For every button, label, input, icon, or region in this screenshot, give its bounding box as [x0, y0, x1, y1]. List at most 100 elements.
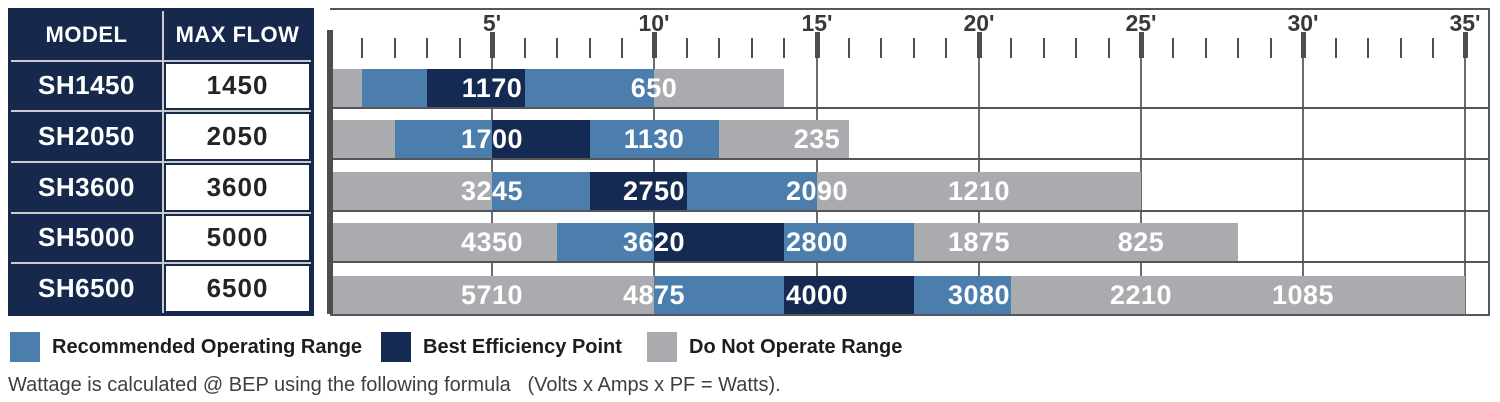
x-axis-minor-tick: [1010, 38, 1012, 58]
flow-value-label: 650: [630, 73, 678, 103]
x-axis-minor-tick: [751, 38, 753, 58]
table-model-cell: SH3600: [11, 163, 162, 212]
flow-value-label: 4875: [622, 280, 686, 310]
recommended-segment: [525, 69, 654, 107]
table-max-flow-cell: 3600: [164, 163, 311, 212]
x-axis-minor-tick: [1108, 38, 1110, 58]
flow-value-label: 1085: [1271, 280, 1335, 310]
table-model-cell: SH1450: [11, 61, 162, 111]
x-axis-minor-tick: [524, 38, 526, 58]
bar-row-sh1450: 1170 650: [330, 58, 1488, 109]
x-axis-major-tick: [490, 32, 495, 58]
x-axis-minor-tick: [945, 38, 947, 58]
x-axis-minor-tick: [1367, 38, 1369, 58]
x-axis-minor-tick: [589, 38, 591, 58]
legend-label: Recommended Operating Range: [52, 335, 363, 358]
x-axis-tick-label: 20': [963, 10, 995, 36]
do-not-operate-segment: [719, 120, 849, 158]
x-axis-tick-label: 5': [482, 10, 502, 36]
chart-plot-area: 1170 650 1700 1130 235 3245 2750 2090 1210 4350 36…: [330, 58, 1488, 314]
recommended-segment: [654, 276, 784, 314]
flow-value-label: 1875: [947, 227, 1011, 257]
gridline: [1302, 58, 1304, 314]
best-efficiency-segment: [427, 69, 525, 107]
x-axis-minor-tick: [556, 38, 558, 58]
table-model-cell: SH6500: [11, 264, 162, 313]
x-axis-minor-tick: [459, 38, 461, 58]
x-axis-major-tick: [1139, 32, 1144, 58]
flow-value-label: 2090: [785, 176, 849, 206]
table-model-cell: SH5000: [11, 213, 162, 263]
x-axis-minor-tick: [1075, 38, 1077, 58]
do-not-operate-segment: [330, 276, 654, 314]
best-efficiency-segment: [492, 120, 590, 158]
flow-value-label: 1210: [947, 176, 1011, 206]
legend: Recommended Operating Range Best Efficien…: [0, 331, 1500, 363]
best-efficiency-segment: [784, 276, 914, 314]
table-max-flow-cell: 2050: [164, 112, 311, 161]
x-axis-minor-tick: [686, 38, 688, 58]
bar-row-sh3600: 3245 2750 2090 1210: [330, 160, 1488, 212]
best-efficiency-segment: [654, 223, 784, 261]
recommended-segment: [914, 276, 1011, 314]
recommended-segment: [687, 172, 817, 210]
x-axis-ruler: 5' 10' 15' 20' 25' 30' 35': [330, 10, 1488, 58]
footer-note: Wattage is calculated @ BEP using the fo…: [8, 374, 781, 396]
legend-item-do-not-operate: Do Not Operate Range: [647, 331, 902, 363]
y-axis-line: [327, 30, 333, 314]
x-axis-minor-tick: [1205, 38, 1207, 58]
table-model-cell: SH2050: [11, 112, 162, 161]
do-not-operate-segment: [330, 172, 492, 210]
legend-swatch-best-efficiency: [381, 332, 411, 362]
x-axis-minor-tick: [1432, 38, 1434, 58]
legend-label: Do Not Operate Range: [689, 335, 903, 358]
flow-value-label: 3620: [622, 227, 686, 257]
x-axis-minor-tick: [1237, 38, 1239, 58]
x-axis-minor-tick: [621, 38, 623, 58]
do-not-operate-segment: [330, 69, 362, 107]
do-not-operate-segment: [914, 223, 1238, 261]
bar-row-sh6500: 5710 4875 4000 3080 2210 1085: [330, 263, 1488, 314]
flow-value-label: 5710: [460, 280, 524, 310]
x-axis-tick-label: 30': [1287, 10, 1319, 36]
recommended-segment: [590, 120, 719, 158]
model-table: MODEL MAX FLOW SH1450 1450 SH2050 2050 SH360…: [8, 8, 314, 316]
table-header-model: MODEL: [11, 11, 162, 60]
flow-value-label: 2750: [622, 176, 686, 206]
best-efficiency-segment: [590, 172, 687, 210]
do-not-operate-segment: [330, 223, 557, 261]
x-axis-major-tick: [1301, 32, 1306, 58]
flow-value-label: 3080: [947, 280, 1011, 310]
x-axis-tick-label: 10': [638, 10, 670, 36]
recommended-segment: [557, 223, 654, 261]
table-max-flow-cell: 1450: [164, 61, 311, 111]
flow-value-label: 4350: [460, 227, 524, 257]
legend-swatch-do-not-operate: [647, 332, 677, 362]
x-axis-major-tick: [977, 32, 982, 58]
x-axis-minor-tick: [426, 38, 428, 58]
x-axis-minor-tick: [913, 38, 915, 58]
table-max-flow-cell: 6500: [164, 264, 311, 313]
flow-value-label: 1170: [461, 73, 523, 103]
bar-row-sh5000: 4350 3620 2800 1875 825: [330, 212, 1488, 263]
x-axis-minor-tick: [394, 38, 396, 58]
bar-row-sh2050: 1700 1130 235: [330, 109, 1488, 160]
legend-item-best-efficiency: Best Efficiency Point: [381, 331, 622, 363]
table-max-flow-cell: 5000: [164, 213, 311, 263]
gridline: [1464, 58, 1466, 314]
x-axis-minor-tick: [1172, 38, 1174, 58]
do-not-operate-segment: [817, 172, 1141, 210]
x-axis-minor-tick: [361, 38, 363, 58]
recommended-segment: [395, 120, 492, 158]
x-axis-minor-tick: [1335, 38, 1337, 58]
do-not-operate-segment: [654, 69, 784, 107]
flow-value-label: 825: [1117, 227, 1165, 257]
x-axis-major-tick: [652, 32, 657, 58]
gridline: [1140, 58, 1142, 314]
flow-value-label: 1700: [460, 124, 524, 154]
flow-value-label: 2210: [1109, 280, 1173, 310]
flow-value-label: 235: [793, 124, 841, 154]
recommended-segment: [492, 172, 590, 210]
x-axis-tick-label: 35': [1449, 10, 1481, 36]
